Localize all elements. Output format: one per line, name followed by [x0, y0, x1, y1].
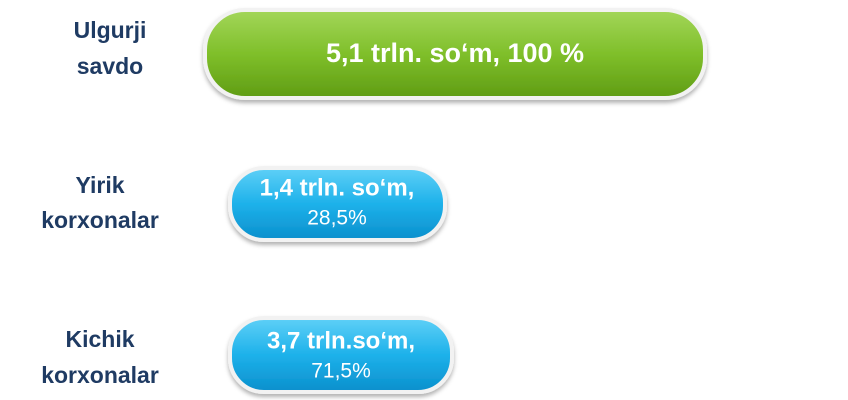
pill-text: 71,5% [311, 360, 371, 383]
green-pill [203, 8, 707, 100]
row-label: Kichik [65, 326, 134, 352]
pill-text: 28,5% [307, 207, 367, 230]
row-label: Yirik [75, 172, 124, 198]
row-label: korxonalar [41, 362, 159, 388]
row-label: savdo [77, 53, 143, 79]
blue-pill [228, 166, 447, 242]
pill-text: 5,1 trln. so‘m, 100 % [326, 38, 584, 68]
pill-text: 1,4 trln. so‘m, [260, 174, 415, 201]
pill-text: 3,7 trln.so‘m, [267, 327, 415, 354]
blue-pill [228, 316, 454, 394]
row-label: Ulgurji [74, 17, 147, 43]
row-label: korxonalar [41, 207, 159, 233]
